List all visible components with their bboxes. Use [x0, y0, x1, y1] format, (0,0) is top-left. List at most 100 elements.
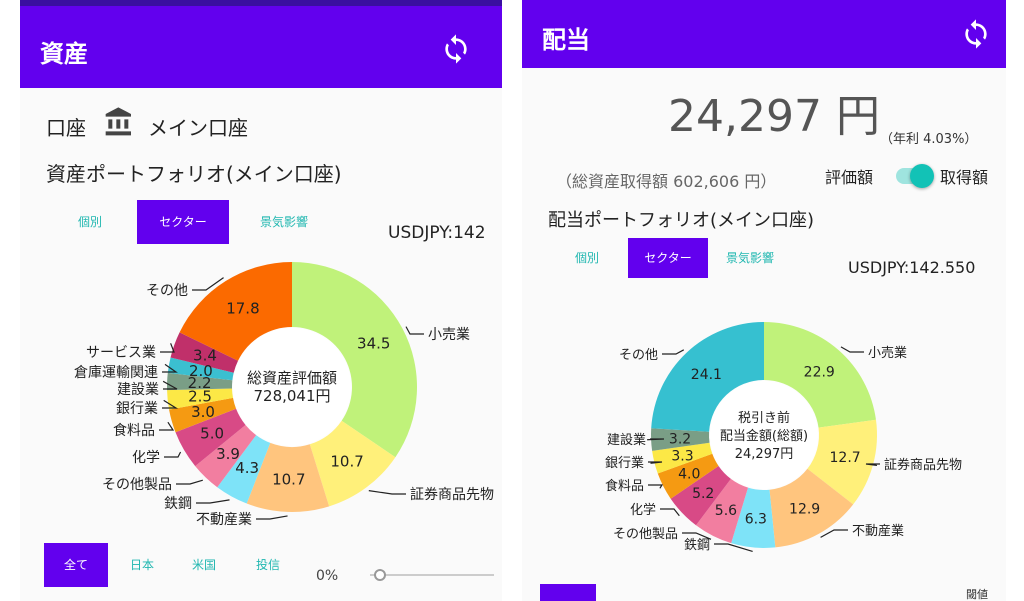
- slice-leader-2: [820, 529, 848, 538]
- slice-7[interactable]: [652, 442, 713, 474]
- slice-label-2: 不動産業: [852, 523, 904, 539]
- slice-leader-1: [865, 463, 880, 467]
- slice-label-2: 不動産業: [196, 512, 252, 528]
- account-name[interactable]: メイン口座: [148, 116, 248, 140]
- tab-business-impact[interactable]: 景気影響: [259, 215, 308, 229]
- donut-center-label-0: 総資産評価額: [247, 369, 337, 387]
- slice-value-5: 5.0: [200, 425, 224, 443]
- slice-label-1: 証券商品先物: [884, 457, 962, 473]
- slice-leader-9: [162, 363, 178, 373]
- tab-filter-fund[interactable]: 投信: [255, 558, 280, 572]
- slice-4[interactable]: [195, 424, 257, 488]
- tab-sector[interactable]: セクター: [137, 200, 229, 244]
- donut-center-label-0: 税引き前: [738, 410, 790, 426]
- threshold-slider[interactable]: [370, 574, 494, 576]
- slice-value-4: 3.9: [216, 445, 240, 463]
- slice-1[interactable]: [309, 420, 396, 507]
- usdjpy-rate: USDJPY:142.550: [848, 258, 976, 277]
- slice-11[interactable]: [179, 262, 292, 361]
- slice-label-3: 鉄鋼: [164, 496, 192, 512]
- slice-leader-1: [368, 490, 406, 495]
- slice-label-4: その他製品: [102, 477, 172, 493]
- slice-1[interactable]: [807, 419, 877, 505]
- slice-leader-8: [162, 380, 178, 390]
- slice-label-5: 化学: [630, 502, 656, 518]
- slice-leader-5: [164, 451, 182, 458]
- slice-10[interactable]: [170, 332, 239, 373]
- slice-leader-5: [660, 508, 680, 517]
- slice-label-8: 建設業: [607, 432, 646, 448]
- slice-9[interactable]: [651, 322, 764, 432]
- portfolio-title: 資産ポートフォリオ(メイン口座): [46, 162, 342, 186]
- donut-hole: [710, 381, 818, 489]
- slice-leader-4: [176, 479, 203, 485]
- slice-value-6: 3.0: [191, 403, 215, 421]
- slice-label-11: その他: [146, 283, 188, 299]
- sync-icon[interactable]: [440, 33, 472, 65]
- slice-8[interactable]: [167, 372, 233, 391]
- slice-value-2: 10.7: [272, 470, 305, 488]
- slice-value-9: 2.0: [189, 362, 213, 380]
- tab-filter-us[interactable]: 米国: [191, 558, 216, 572]
- slice-value-11: 17.8: [226, 300, 259, 318]
- slider-value: 0%: [316, 568, 339, 584]
- slice-leader-4: [682, 532, 712, 540]
- slice-3[interactable]: [217, 435, 271, 504]
- tab-filter-all[interactable]: [540, 584, 596, 601]
- slice-2[interactable]: [246, 442, 330, 512]
- slice-value-2: 12.9: [789, 502, 820, 518]
- slice-leader-11: [192, 277, 224, 291]
- slice-value-10: 3.4: [193, 347, 217, 365]
- app-bar: 資産: [20, 6, 502, 88]
- slice-label-4: その他製品: [613, 527, 678, 542]
- tab-individual[interactable]: 個別: [77, 215, 102, 229]
- tab-filter-japan[interactable]: 日本: [129, 558, 154, 572]
- slice-0[interactable]: [292, 262, 418, 458]
- sync-icon[interactable]: [960, 18, 992, 50]
- slice-3[interactable]: [731, 487, 776, 548]
- donut-center-label-1: 728,041円: [253, 387, 330, 405]
- toggle-label-acquisition: 取得額: [940, 168, 989, 187]
- slice-value-3: 6.3: [745, 512, 767, 528]
- slice-label-7: 銀行業: [116, 401, 158, 417]
- tab-sector[interactable]: セクター: [628, 238, 708, 278]
- slice-value-9: 24.1: [691, 367, 722, 383]
- threshold-label: 閾値: [966, 588, 988, 601]
- slice-9[interactable]: [167, 357, 234, 381]
- slice-value-1: 12.7: [830, 450, 861, 466]
- slice-value-3: 4.3: [235, 459, 259, 477]
- slice-label-9: その他: [619, 348, 658, 363]
- toggle-label-valuation: 評価額: [825, 168, 874, 187]
- slice-label-3: 鉄鋼: [684, 538, 710, 553]
- slice-leader-6: [648, 484, 664, 489]
- slice-6[interactable]: [657, 453, 719, 499]
- slice-0[interactable]: [764, 322, 876, 428]
- tab-filter-all[interactable]: 全て: [44, 543, 108, 587]
- acquisition-total: （総資産取得額 602,606 円）: [556, 172, 777, 191]
- tab-individual[interactable]: 個別: [574, 251, 599, 265]
- slice-label-8: 建設業: [117, 382, 159, 398]
- slice-8[interactable]: [651, 428, 710, 451]
- slice-value-0: 22.9: [804, 365, 835, 381]
- slice-7[interactable]: [167, 388, 233, 410]
- slice-label-6: 食料品: [605, 478, 644, 494]
- slice-leader-3: [196, 499, 230, 504]
- slice-leader-7: [648, 461, 663, 464]
- valuation-toggle-knob[interactable]: [910, 164, 934, 188]
- dividend-donut-chart: 22.9 小売業 12.7 証券商品先物 12.9 不動産業 6.3 鉄鋼 5.6 その他製品 5.…: [605, 322, 962, 553]
- threshold-slider-thumb[interactable]: [374, 569, 386, 581]
- donut-center-label-1: 配当金額(総額): [720, 428, 808, 444]
- portfolio-title: 配当ポートフォリオ(メイン口座): [548, 210, 815, 231]
- slice-4[interactable]: [695, 478, 749, 544]
- slice-2[interactable]: [769, 468, 854, 548]
- slice-leader-3: [714, 543, 753, 553]
- slice-5[interactable]: [670, 466, 731, 526]
- sector-donut-chart: 34.5 小売業 10.7 証券商品先物 10.7 不動産業 4.3 鉄鋼 3.9 その他製品 5.…: [74, 262, 494, 528]
- slice-5[interactable]: [175, 408, 246, 467]
- slice-label-0: 小売業: [868, 345, 907, 361]
- tab-business-impact[interactable]: 景気影響: [725, 251, 774, 265]
- slice-label-9: 倉庫運輸関連: [74, 364, 158, 381]
- slice-value-0: 34.5: [357, 335, 390, 353]
- slice-value-5: 5.2: [692, 486, 714, 502]
- slice-6[interactable]: [169, 397, 237, 433]
